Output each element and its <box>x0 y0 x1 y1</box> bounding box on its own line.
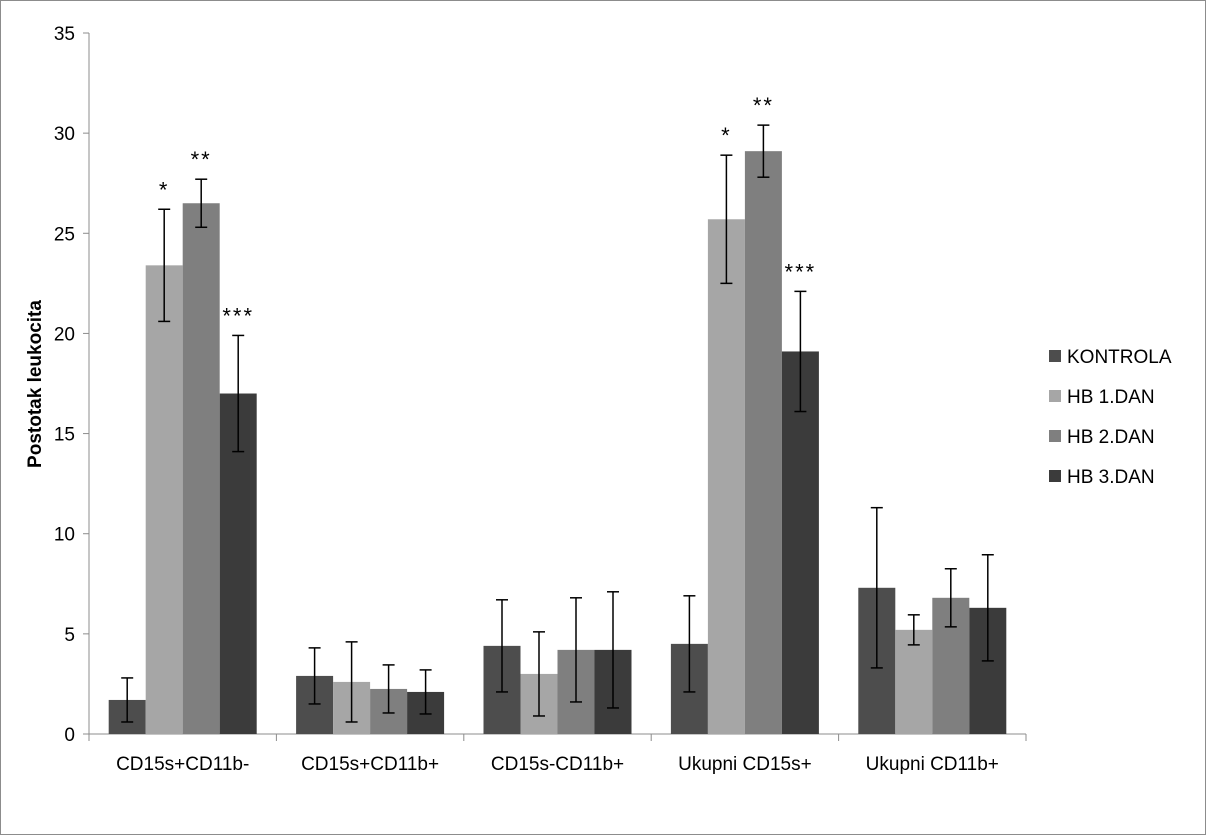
x-category-label: CD15s+CD11b- <box>116 754 249 775</box>
bar <box>895 629 933 734</box>
legend: KONTROLA HB 1.DAN HB 2.DAN HB 3.DAN <box>1049 347 1172 488</box>
x-category-label: CD15s-CD11b+ <box>491 754 624 775</box>
y-tick-label: 25 <box>54 224 75 245</box>
bar <box>182 203 220 734</box>
significance-marker: ** <box>191 147 212 172</box>
bar <box>744 151 782 734</box>
y-tick-label: 0 <box>64 725 75 746</box>
x-category-label: Ukupni CD15s+ <box>678 754 812 775</box>
legend-swatch <box>1049 470 1061 482</box>
legend-entry-label: HB 3.DAN <box>1067 467 1155 488</box>
legend-entry-label: HB 2.DAN <box>1067 427 1155 448</box>
legend-entry-label: KONTROLA <box>1067 347 1172 368</box>
x-category-label: CD15s+CD11b+ <box>301 754 439 775</box>
significance-marker: *** <box>785 259 817 284</box>
significance-marker: * <box>721 123 732 148</box>
y-tick-label: 15 <box>54 425 75 446</box>
bar <box>781 351 819 734</box>
bar <box>707 219 745 734</box>
legend-swatch <box>1049 390 1061 402</box>
x-category-label: Ukupni CD11b+ <box>866 754 999 775</box>
y-tick-label: 30 <box>54 124 75 145</box>
significance-marker: ** <box>753 93 774 118</box>
y-tick-label: 5 <box>64 625 75 646</box>
significance-marker: * <box>159 177 170 202</box>
legend-swatch <box>1049 350 1061 362</box>
legend-entry-label: HB 1.DAN <box>1067 387 1155 408</box>
significance-marker: *** <box>222 303 254 328</box>
bar <box>145 265 183 734</box>
y-tick-label: 35 <box>54 24 75 45</box>
legend-swatch <box>1049 430 1061 442</box>
significance-annotations: ************ <box>159 93 817 328</box>
y-tick-label: 10 <box>54 525 75 546</box>
y-tick-label: 20 <box>54 324 75 345</box>
axes: 0 5 10 15 20 25 30 35 CD15s+CD11b- CD15s+CD11b+ CD… <box>54 24 1027 775</box>
bars <box>108 124 1007 734</box>
y-axis-label: Postotak leukocita <box>25 300 46 468</box>
